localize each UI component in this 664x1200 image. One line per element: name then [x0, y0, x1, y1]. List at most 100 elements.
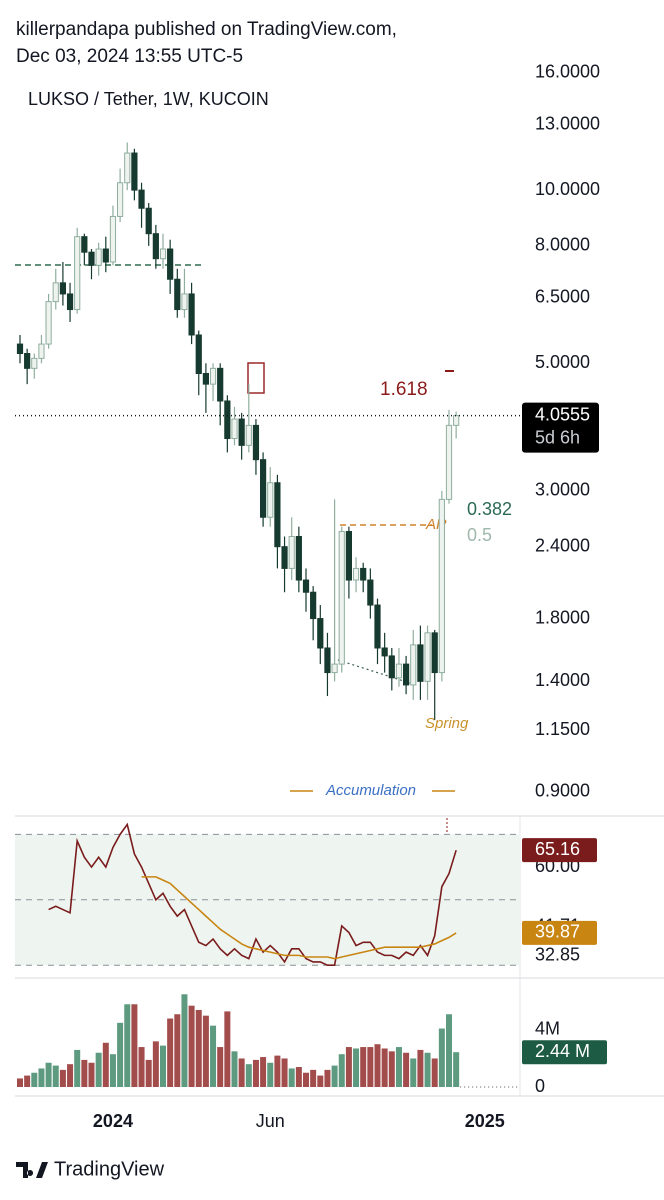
phase-label: Accumulation	[325, 782, 416, 799]
candle-body	[88, 251, 95, 266]
volume-bar	[160, 1045, 166, 1087]
candle-body	[45, 301, 52, 345]
volume-bar	[231, 1051, 238, 1087]
candle-body	[152, 233, 159, 260]
y-tick-label: 1.1500	[535, 719, 590, 739]
candle-body	[324, 647, 331, 674]
volume-bar	[438, 1028, 445, 1087]
candle-body	[338, 531, 345, 665]
volume-bar	[374, 1044, 381, 1087]
candle-body	[352, 567, 360, 581]
candle-body	[410, 644, 417, 686]
y-tick-label: 4M	[535, 1019, 560, 1039]
volume-bar	[145, 1059, 152, 1087]
volume-bar	[202, 1015, 209, 1087]
candle-body	[31, 357, 38, 369]
candle-body	[145, 207, 152, 235]
last-price-box	[522, 402, 599, 453]
candle-body	[202, 372, 210, 385]
volume-bar	[88, 1062, 95, 1087]
brand-logo	[16, 1162, 48, 1178]
volume-bar	[52, 1065, 59, 1087]
candle-body	[453, 415, 460, 426]
y-tick-label: 16.0000	[535, 61, 600, 81]
candle-body	[16, 343, 24, 355]
fib-label: 0.382	[467, 499, 512, 519]
volume-bar	[59, 1069, 66, 1087]
y-tick-label: 3.0000	[535, 480, 590, 500]
volume-bar	[138, 1047, 145, 1087]
volume-bar	[252, 1059, 259, 1087]
volume-bar	[431, 1058, 438, 1087]
candle-body	[181, 293, 188, 311]
spring-label: Spring	[425, 715, 469, 732]
volume-bar	[238, 1058, 245, 1087]
value-label: 2.44 M	[535, 1041, 590, 1061]
candle-body	[417, 644, 424, 682]
volume-bar	[281, 1058, 288, 1087]
volume-bar	[152, 1041, 159, 1087]
volume-bar	[317, 1075, 324, 1087]
candle-body	[224, 400, 231, 440]
candle-body	[424, 632, 431, 682]
candle-body	[295, 535, 302, 581]
volume-bar	[367, 1047, 374, 1087]
volume-bar	[245, 1064, 252, 1087]
volume-bar	[274, 1055, 281, 1087]
candle-body	[281, 546, 288, 569]
candle-body	[388, 655, 395, 679]
volume-bar	[188, 1005, 195, 1087]
volume-bar	[102, 1042, 109, 1087]
volume-bar	[267, 1062, 274, 1087]
volume-bar	[224, 1011, 231, 1087]
volume-bar	[195, 1009, 202, 1087]
publisher-line: killerpandapa published on TradingView.c…	[16, 19, 397, 40]
candle-body	[159, 248, 167, 260]
candle-body	[95, 248, 102, 266]
volume-bar	[17, 1078, 23, 1087]
volume-bar	[38, 1068, 45, 1087]
volume-bar	[295, 1067, 302, 1087]
volume-bar	[353, 1048, 360, 1087]
volume-bar	[24, 1075, 31, 1087]
volume-bar	[303, 1072, 309, 1087]
candle-body	[209, 367, 217, 385]
volume-bar	[217, 1047, 224, 1087]
y-tick-label: 0	[535, 1076, 545, 1096]
volume-bar	[288, 1068, 295, 1087]
candle-body	[195, 334, 202, 374]
candle-body	[24, 353, 31, 369]
volume-bar	[109, 1054, 116, 1087]
candle-body	[395, 663, 403, 679]
volume-bar	[395, 1047, 402, 1087]
volume-bar	[417, 1049, 424, 1087]
volume-bar	[31, 1072, 38, 1087]
candle-body	[238, 418, 245, 446]
volume-bar	[81, 1059, 88, 1087]
candle-body	[138, 189, 145, 209]
y-tick-label: 8.0000	[535, 235, 590, 255]
candle-body	[167, 248, 174, 280]
rsi-line	[141, 876, 457, 960]
y-tick-label: 32.85	[535, 945, 580, 965]
candle-body	[381, 647, 388, 657]
highlight-box	[247, 362, 265, 394]
candle-body	[403, 663, 410, 686]
candle-body	[188, 293, 195, 336]
candle-body	[245, 424, 252, 446]
candle-body	[367, 579, 374, 606]
candle-body	[252, 424, 260, 461]
volume-bar	[453, 1052, 460, 1087]
candle-body	[81, 236, 88, 253]
candle-body	[102, 248, 109, 263]
y-tick-label: 2.4000	[535, 535, 590, 555]
x-tick-label: 2025	[465, 1111, 505, 1131]
volume-bar	[117, 1022, 124, 1087]
y-tick-label: 10.0000	[535, 179, 600, 199]
chart-title: LUKSO / Tether, 1W, KUCOIN	[28, 89, 269, 109]
volume-bar	[260, 1057, 267, 1087]
candle-body	[288, 535, 295, 569]
last-price-label: 4.0555	[535, 404, 590, 424]
